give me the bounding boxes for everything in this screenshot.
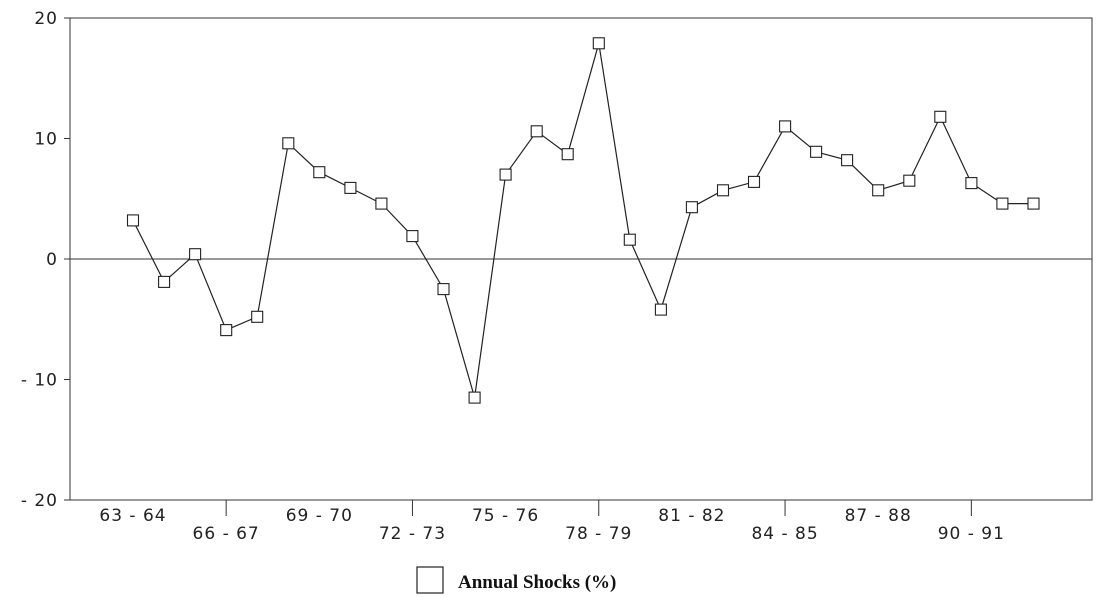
x-tick-label: 78 - 79 [565, 524, 632, 544]
data-point-marker [965, 177, 978, 190]
x-tick-label: 69 - 70 [286, 506, 353, 526]
data-point-marker [251, 310, 264, 323]
data-point-marker [220, 324, 233, 337]
data-point-marker [158, 275, 171, 288]
data-point-marker [592, 37, 605, 50]
y-tick-label: - 10 [21, 371, 58, 391]
series-line-annual-shocks [132, 43, 1034, 398]
data-point-marker [189, 248, 202, 261]
series-markers [126, 37, 1040, 404]
x-tick-label: 84 - 85 [751, 524, 818, 544]
legend-label: Annual Shocks (%) [458, 572, 616, 593]
y-tick-label: - 20 [21, 491, 58, 511]
data-point-marker [747, 175, 761, 188]
data-point-marker [561, 148, 574, 161]
data-point-marker [1027, 197, 1040, 210]
data-point-marker [934, 110, 947, 123]
y-tick-label: 20 [34, 9, 58, 29]
data-point-marker [623, 233, 636, 246]
x-tick-label: 81 - 82 [658, 506, 725, 526]
data-point-marker [530, 125, 543, 138]
data-point-marker [903, 174, 916, 187]
legend: Annual Shocks (%) [416, 566, 616, 594]
data-point-marker [654, 303, 667, 316]
data-point-marker [779, 120, 792, 133]
data-point-marker [468, 391, 481, 404]
x-tick-label: 87 - 88 [845, 506, 912, 526]
x-tick-label: 90 - 91 [938, 524, 1005, 544]
data-point-marker [406, 230, 419, 243]
x-tick-label: 75 - 76 [472, 506, 539, 526]
data-point-marker [841, 154, 854, 167]
data-point-marker [282, 137, 295, 150]
x-tick-label: 72 - 73 [379, 524, 446, 544]
x-axis: 63 - 64 66 - 67 69 - 70 72 - 73 75 - 76 78 - … [99, 500, 1005, 544]
x-tick-label: 66 - 67 [193, 524, 260, 544]
data-point-marker [344, 181, 357, 194]
y-tick-label: 0 [46, 250, 58, 270]
data-point-marker [313, 166, 326, 179]
data-point-marker [685, 201, 698, 214]
data-point-marker [437, 283, 450, 296]
y-tick-label: 10 [34, 130, 58, 150]
data-point-marker [872, 184, 885, 197]
data-point-marker [716, 184, 730, 197]
data-point-marker [499, 168, 512, 181]
data-point-marker [375, 197, 388, 210]
data-point-marker [810, 145, 823, 158]
legend-swatch [416, 566, 444, 594]
y-axis: 20 10 0 - 10 - 20 [21, 9, 70, 511]
x-tick-label: 63 - 64 [99, 506, 166, 526]
data-point-marker [996, 197, 1009, 210]
data-point-marker [126, 214, 140, 227]
